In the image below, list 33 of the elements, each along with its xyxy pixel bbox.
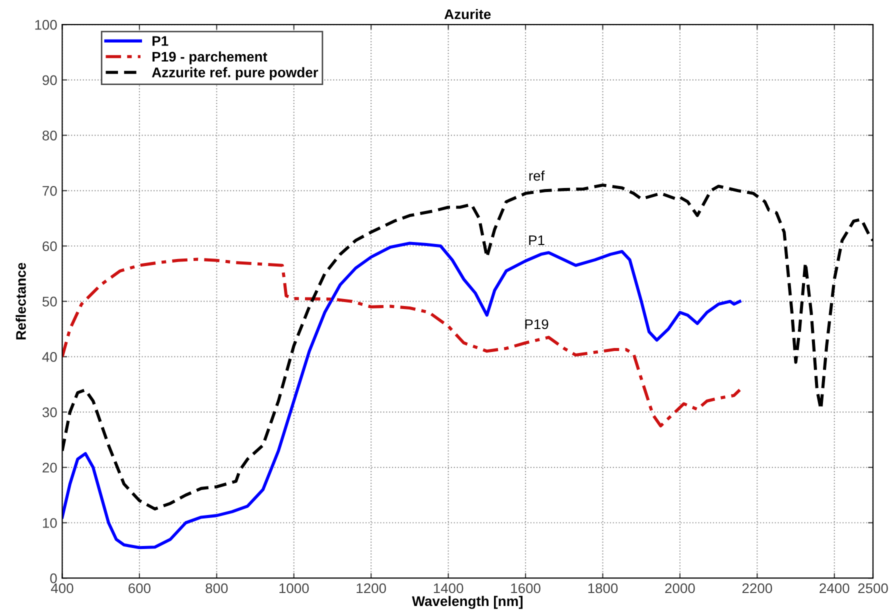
annotation: P19 xyxy=(525,319,548,330)
annotation: ref xyxy=(529,170,545,181)
chart-title: Azurite xyxy=(444,8,491,20)
y-tick-label: 100 xyxy=(35,20,57,30)
y-tick-label: 60 xyxy=(42,241,57,252)
x-tick-label: 1000 xyxy=(279,583,309,594)
annotation: P1 xyxy=(529,235,544,245)
x-tick-label: 2500 xyxy=(858,583,888,594)
y-tick-label: 50 xyxy=(42,296,57,307)
legend-label: P19 - parchement xyxy=(152,51,268,64)
y-tick-label: 30 xyxy=(42,407,57,418)
x-tick-label: 1400 xyxy=(434,583,464,594)
y-axis-title: Reflectance xyxy=(16,262,26,340)
line-series xyxy=(62,258,742,428)
y-tick-label: 90 xyxy=(42,75,57,86)
y-tick-label: 0 xyxy=(50,573,57,584)
legend-label: Azzurite ref. pure powder xyxy=(152,67,318,80)
x-tick-label: 2200 xyxy=(742,583,772,594)
x-tick-label: 400 xyxy=(50,583,74,594)
x-axis-title: Wavelength [nm] xyxy=(412,596,523,609)
y-tick-label: 40 xyxy=(42,352,57,362)
x-tick-label: 600 xyxy=(128,583,150,594)
legend-label: P1 xyxy=(152,36,168,46)
y-tick-label: 10 xyxy=(42,518,57,528)
x-tick-label: 800 xyxy=(206,583,228,594)
y-tick-label: 80 xyxy=(42,130,57,140)
x-tick-label: 2000 xyxy=(665,583,695,594)
x-tick-label: 2400 xyxy=(820,583,850,594)
y-tick-label: 20 xyxy=(42,462,57,473)
x-tick-label: 1800 xyxy=(588,583,618,594)
y-tick-label: 70 xyxy=(42,186,57,196)
x-tick-label: 1600 xyxy=(511,583,540,594)
x-tick-label: 1200 xyxy=(356,583,386,594)
